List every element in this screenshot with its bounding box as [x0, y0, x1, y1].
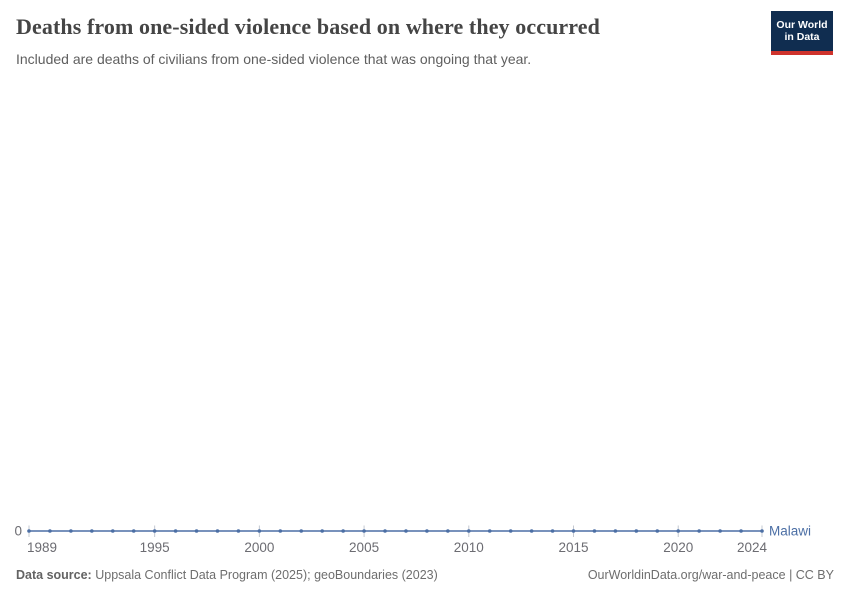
owid-logo[interactable]: Our World in Data — [771, 11, 833, 55]
chart-title: Deaths from one-sided violence based on … — [16, 14, 600, 39]
data-point[interactable] — [362, 529, 366, 533]
data-point[interactable] — [404, 529, 408, 533]
data-point[interactable] — [467, 529, 471, 533]
x-axis-label: 2015 — [558, 540, 588, 555]
data-source-label: Data source: — [16, 568, 92, 582]
data-point[interactable] — [341, 529, 345, 533]
data-point[interactable] — [215, 529, 220, 533]
data-point[interactable] — [571, 529, 576, 533]
x-axis-label: 1989 — [27, 540, 57, 555]
x-axis-label: 2020 — [663, 540, 693, 555]
data-source-value[interactable]: Uppsala Conflict Data Program (2025); ge… — [95, 568, 438, 582]
data-point[interactable] — [173, 529, 178, 533]
data-point[interactable] — [634, 529, 639, 533]
data-point[interactable] — [487, 529, 492, 533]
entity-label[interactable]: Malawi — [769, 524, 811, 539]
data-point[interactable] — [152, 529, 157, 533]
data-point[interactable] — [299, 529, 304, 533]
y-axis-label: 0 — [14, 524, 22, 539]
data-point[interactable] — [446, 529, 450, 533]
data-point[interactable] — [48, 529, 52, 533]
owid-logo-line2: in Data — [784, 31, 820, 43]
data-point[interactable] — [131, 529, 136, 533]
data-point[interactable] — [425, 529, 429, 533]
x-axis-label: 2000 — [244, 540, 274, 555]
data-point[interactable] — [194, 529, 199, 533]
data-point[interactable] — [760, 529, 764, 533]
data-point[interactable] — [90, 529, 94, 533]
data-point[interactable] — [529, 529, 534, 533]
data-point[interactable] — [383, 529, 387, 533]
chart-canvas[interactable]: 1989 1995 2000 2005 2010 2015 2020 2024 0 Malawi — [0, 503, 850, 565]
chart-subtitle: Included are deaths of civilians from on… — [16, 51, 532, 67]
x-axis-label: 1995 — [140, 540, 170, 555]
data-point[interactable] — [592, 529, 597, 533]
data-point[interactable] — [613, 529, 618, 533]
data-point[interactable] — [320, 529, 325, 533]
owid-logo-line1: Our World — [776, 18, 828, 31]
data-point[interactable] — [27, 529, 31, 533]
attribution-link[interactable]: OurWorldinData.org/war-and-peace | CC BY — [587, 568, 834, 582]
data-point[interactable] — [257, 529, 262, 533]
data-point[interactable] — [236, 529, 241, 533]
data-point[interactable] — [550, 529, 555, 533]
data-point[interactable] — [278, 529, 283, 533]
x-axis-label: 2010 — [454, 540, 484, 555]
data-source: Data source: Uppsala Conflict Data Progr… — [16, 567, 438, 583]
data-point[interactable] — [508, 529, 513, 533]
x-axis-label: 2005 — [349, 540, 379, 555]
data-point[interactable] — [676, 529, 681, 533]
chart-footer: Data source: Uppsala Conflict Data Progr… — [16, 567, 834, 583]
data-point[interactable] — [739, 529, 743, 533]
data-point[interactable] — [110, 529, 115, 533]
data-point[interactable] — [69, 529, 73, 533]
x-axis-label: 2024 — [737, 540, 768, 555]
data-point[interactable] — [655, 529, 660, 533]
data-point[interactable] — [718, 529, 722, 533]
data-point[interactable] — [697, 529, 701, 533]
